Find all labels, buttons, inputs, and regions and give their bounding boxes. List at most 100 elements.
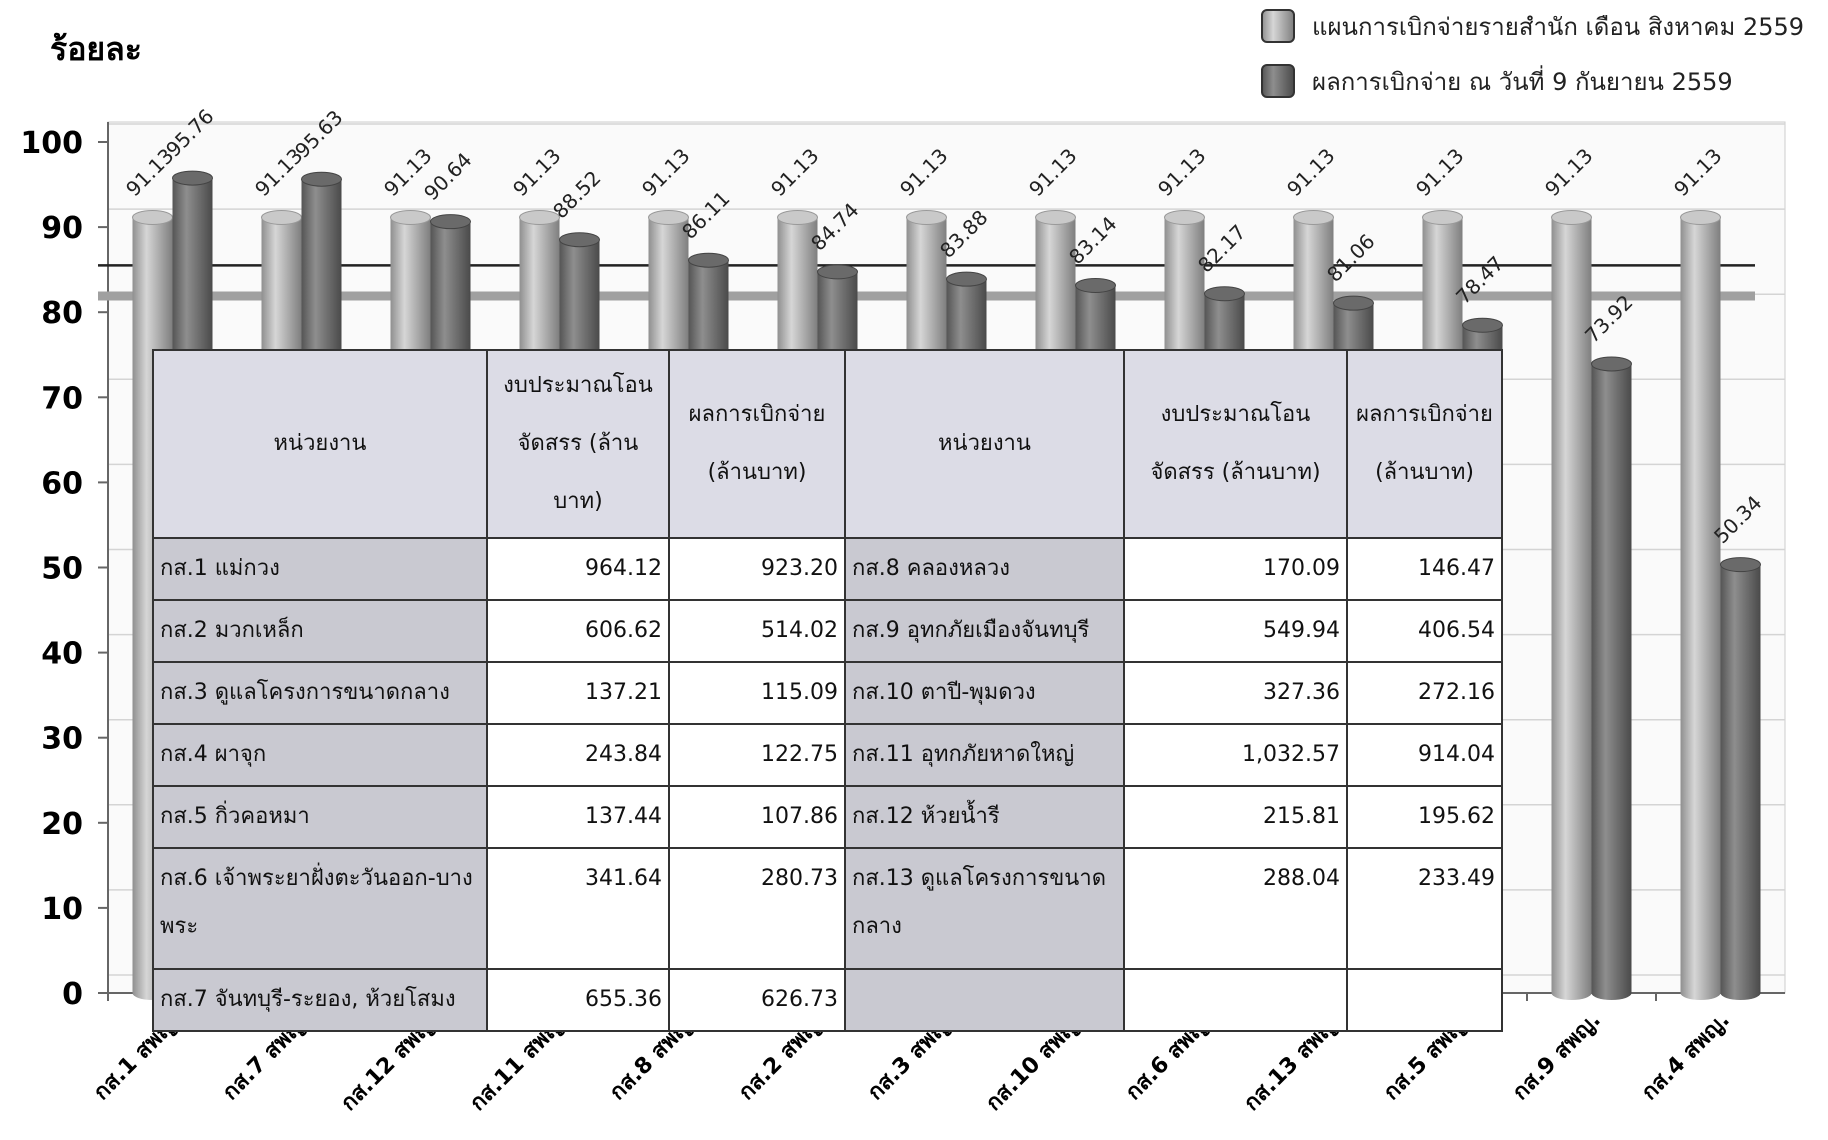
header-cell: ผลการเบิกจ่าย (ล้านบาท): [1346, 349, 1503, 539]
header-cell: งบประมาณโอน จัดสรร (ล้านบาท): [486, 349, 670, 539]
bar-cap: [1551, 209, 1592, 225]
y-tick-label: 80: [41, 296, 83, 331]
unit-cell: กส.11 อุทกภัยหาดใหญ่: [844, 723, 1125, 787]
x-tick-label: กส.4 สพญ.: [1637, 1008, 1735, 1106]
unit-cell: กส.10 ตาปี-พุมดวง: [844, 661, 1125, 725]
y-tick-label: 10: [41, 892, 83, 927]
legend-label: ผลการเบิกจ่าย ณ วันที่ 9 กันยายน 2559: [1312, 65, 1733, 96]
number-cell: 1,032.57: [1123, 723, 1348, 787]
unit-cell: กส.12 ห้วยน้ำรี: [844, 785, 1125, 849]
number-cell: 146.47: [1346, 537, 1503, 601]
bar: [1551, 217, 1592, 993]
unit-cell: กส.13 ดูแลโครงการขนาดกลาง: [844, 847, 1125, 970]
y-tick-label: 0: [62, 977, 83, 1012]
number-cell: 549.94: [1123, 599, 1348, 663]
number-cell: 115.09: [668, 661, 846, 725]
number-cell: 327.36: [1123, 661, 1348, 725]
header-cell: ผลการเบิกจ่าย (ล้านบาท): [668, 349, 846, 539]
bar-cap: [132, 209, 173, 225]
header-cell: หน่วยงาน: [152, 349, 488, 539]
unit-cell: กส.7 จันทบุรี-ระยอง, ห้วยโสมง: [152, 968, 488, 1032]
number-cell: 341.64: [486, 847, 670, 970]
number-cell: 272.16: [1346, 661, 1503, 725]
bar-base: [1591, 986, 1632, 1000]
number-cell: 514.02: [668, 599, 846, 663]
number-cell: 107.86: [668, 785, 846, 849]
number-cell: 195.62: [1346, 785, 1503, 849]
unit-cell: กส.8 คลองหลวง: [844, 537, 1125, 601]
bar-cap: [906, 209, 947, 225]
x-tick-label: กส.9 สพญ.: [1508, 1008, 1606, 1106]
y-tick-label: 40: [41, 637, 83, 672]
y-tick-label: 50: [41, 552, 83, 587]
bar-cap: [559, 232, 600, 248]
empty-cell: [1123, 968, 1348, 1032]
bar-cap: [390, 209, 431, 225]
bar: [1720, 564, 1761, 993]
bar-cap: [1204, 286, 1245, 302]
y-tick-label: 60: [41, 466, 83, 501]
table-row: กส.7 จันทบุรี-ระยอง, ห้วยโสมง 655.36 626.7…: [152, 968, 1503, 1032]
unit-cell: กส.6 เจ้าพระยาฝั่งตะวันออก-บางพระ: [152, 847, 488, 970]
number-cell: 137.21: [486, 661, 670, 725]
number-cell: 964.12: [486, 537, 670, 601]
bar-cap: [1680, 209, 1721, 225]
table-row: กส.1 แม่กวง 964.12 923.20 กส.8 คลองหลวง 170.…: [152, 537, 1503, 601]
legend-label: แผนการเบิกจ่ายรายสำนัก เดือน สิงหาคม 255…: [1312, 13, 1804, 41]
number-cell: 170.09: [1123, 537, 1348, 601]
number-cell: 655.36: [486, 968, 670, 1032]
bar-cap: [648, 209, 689, 225]
bar-base: [1680, 986, 1721, 1000]
empty-cell: [844, 968, 1125, 1032]
bar-cap: [1462, 317, 1503, 333]
y-tick-label: 100: [20, 126, 83, 161]
legend-swatch: [1261, 9, 1295, 43]
bar-cap: [1422, 209, 1463, 225]
number-cell: 233.49: [1346, 847, 1503, 970]
legend-swatch: [1261, 64, 1295, 98]
unit-cell: กส.3 ดูแลโครงการขนาดกลาง: [152, 661, 488, 725]
number-cell: 280.73: [668, 847, 846, 970]
bar-base: [1551, 986, 1592, 1000]
table-row: กส.3 ดูแลโครงการขนาดกลาง 137.21 115.09 กส.1…: [152, 661, 1503, 725]
table-row: กส.4 ผาจุก 243.84 122.75 กส.11 อุทกภัยหาดให…: [152, 723, 1503, 787]
header-cell: หน่วยงาน: [844, 349, 1125, 539]
bar-cap: [172, 170, 213, 186]
bar-cap: [777, 209, 818, 225]
unit-cell: กส.9 อุทกภัยเมืองจันทบุรี: [844, 599, 1125, 663]
unit-cell: กส.1 แม่กวง: [152, 537, 488, 601]
bar-base: [1720, 986, 1761, 1000]
unit-cell: กส.4 ผาจุก: [152, 723, 488, 787]
budget-table: หน่วยงาน งบประมาณโอน จัดสรร (ล้านบาท) ผลกา…: [152, 349, 1503, 1032]
bar: [1680, 217, 1721, 993]
unit-cell: กส.5 กิ่วคอหมา: [152, 785, 488, 849]
y-tick-label: 70: [41, 381, 83, 416]
table-row: กส.2 มวกเหล็ก 606.62 514.02 กส.9 อุทกภัยเมื…: [152, 599, 1503, 663]
bar: [1591, 363, 1632, 993]
empty-cell: [1346, 968, 1503, 1032]
number-cell: 288.04: [1123, 847, 1348, 970]
number-cell: 914.04: [1346, 723, 1503, 787]
bar-cap: [261, 209, 302, 225]
number-cell: 626.73: [668, 968, 846, 1032]
number-cell: 243.84: [486, 723, 670, 787]
number-cell: 137.44: [486, 785, 670, 849]
number-cell: 406.54: [1346, 599, 1503, 663]
bar-cap: [301, 171, 342, 187]
bar-cap: [1035, 209, 1076, 225]
number-cell: 215.81: [1123, 785, 1348, 849]
bar-cap: [817, 264, 858, 280]
table-row: กส.5 กิ่วคอหมา 137.44 107.86 กส.12 ห้วยน้ำร…: [152, 785, 1503, 849]
bar-cap: [1720, 557, 1761, 573]
header-cell: งบประมาณโอน จัดสรร (ล้านบาท): [1123, 349, 1348, 539]
table-row: กส.6 เจ้าพระยาฝั่งตะวันออก-บางพระ 341.64 2…: [152, 847, 1503, 970]
number-cell: 122.75: [668, 723, 846, 787]
bar-cap: [1075, 277, 1116, 293]
bar-cap: [1333, 295, 1374, 311]
bar-cap: [688, 252, 729, 268]
bar-cap: [1591, 356, 1632, 372]
y-tick-label: 30: [41, 722, 83, 757]
bar-cap: [1164, 209, 1205, 225]
bar-cap: [519, 209, 560, 225]
